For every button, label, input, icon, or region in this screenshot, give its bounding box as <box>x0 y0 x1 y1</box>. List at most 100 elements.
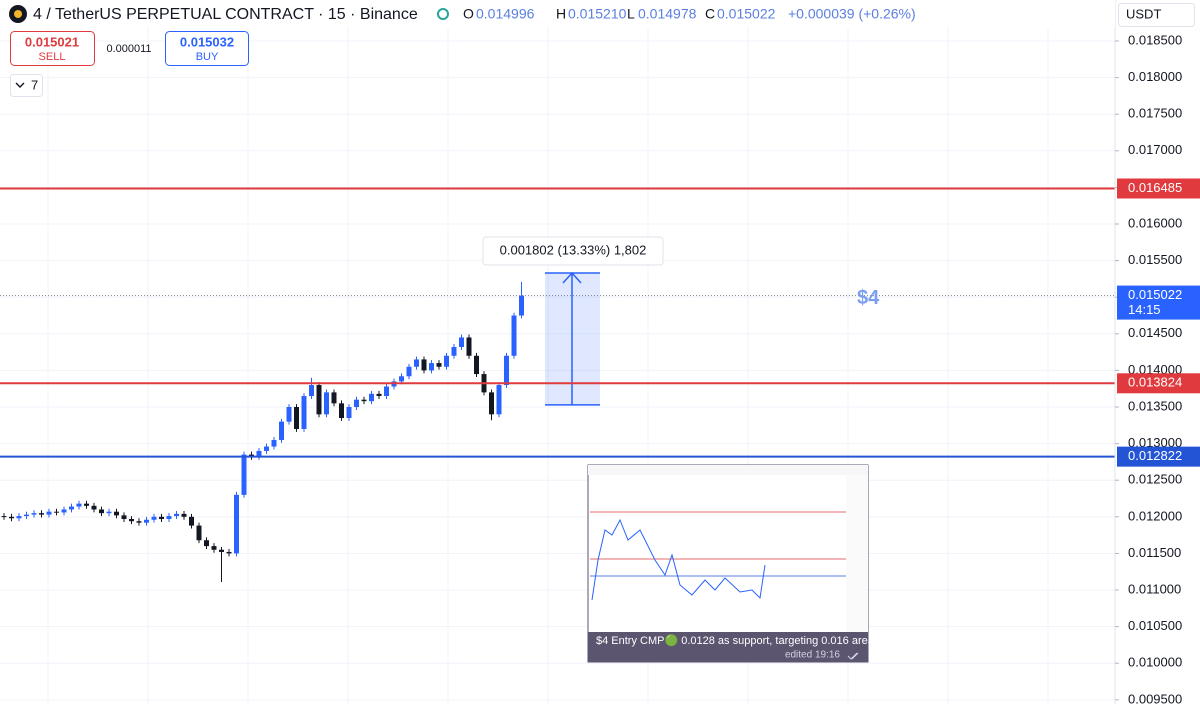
candle-body <box>174 513 179 517</box>
sell-button[interactable] <box>10 31 95 66</box>
candle-body <box>16 516 22 519</box>
candle-body <box>511 315 517 356</box>
vertical-grid <box>47 0 1049 704</box>
candle-body <box>91 505 97 510</box>
chevron <box>15 82 25 88</box>
candle-body <box>204 540 209 547</box>
candle-body <box>504 355 509 386</box>
spread: 0.000011 <box>106 43 151 55</box>
level-tag <box>1117 178 1200 199</box>
candle-body <box>256 450 262 457</box>
candle-body <box>46 511 52 515</box>
inset-axis <box>846 475 868 632</box>
symbol-title: 4 / TetherUS PERPETUAL CONTRACT · 15 · B… <box>33 6 418 23</box>
candle-body <box>436 363 442 367</box>
sell-label: SELL <box>39 51 66 63</box>
candle-body <box>459 337 464 347</box>
level-tag <box>1117 373 1200 394</box>
measure-label: 0.001802 (13.33%) 1,802 <box>500 242 647 257</box>
last-price-label: 0.015022 <box>1128 287 1182 302</box>
candle-body <box>1 516 7 518</box>
candle-body <box>294 407 299 429</box>
indicators-toggle[interactable] <box>10 74 43 97</box>
candle-body <box>421 359 427 371</box>
ohlc-change: +0.000039 (+0.26%) <box>788 6 916 22</box>
candle-body <box>219 549 224 552</box>
candle-body <box>429 363 434 371</box>
y-tick-label: 0.010000 <box>1128 655 1182 670</box>
candle-body <box>466 337 472 356</box>
candle-body <box>106 511 112 514</box>
candle-body <box>166 516 172 520</box>
plot: 0.001802 (13.33%) 1,802 $4 <box>0 187 1115 582</box>
candle-body <box>286 407 292 422</box>
candle-body <box>226 551 232 554</box>
candle-body <box>61 509 67 513</box>
candle-body <box>129 519 134 522</box>
candle-body <box>406 366 412 377</box>
inset-header <box>588 465 868 475</box>
candle-body <box>234 494 239 554</box>
candle-body <box>69 506 74 510</box>
market-status <box>437 8 449 20</box>
inset-price <box>591 518 766 601</box>
candle-body <box>24 514 29 517</box>
ohlc-value: 0.014996 <box>476 6 535 22</box>
candle-body <box>181 513 187 517</box>
candle-body <box>324 392 329 415</box>
sell-price: 0.015021 <box>25 34 79 49</box>
candle-body <box>384 386 389 397</box>
candle-body <box>346 407 352 418</box>
candle-body <box>519 295 524 316</box>
inset-caption-bg <box>588 632 868 662</box>
y-tick-label: 0.017500 <box>1128 106 1182 121</box>
candle-body <box>264 446 269 451</box>
y-tick-label: 0.013500 <box>1128 398 1182 413</box>
level-tag-label: 0.012822 <box>1128 448 1182 463</box>
candle-body <box>211 546 217 550</box>
ohlc-key: H <box>556 6 566 22</box>
y-tick-label: 0.012500 <box>1128 472 1182 487</box>
candle-body <box>114 511 119 516</box>
currency-button[interactable] <box>1118 3 1195 27</box>
candle-body <box>399 376 404 382</box>
candle-body <box>31 513 37 515</box>
ohlc-value: 0.014978 <box>638 6 697 22</box>
candle-body <box>414 359 419 367</box>
candle-body <box>151 516 157 520</box>
measure-label-bg <box>482 236 664 266</box>
candle-body <box>279 421 284 440</box>
buy-price: 0.015032 <box>180 34 234 49</box>
candle-body <box>121 515 127 520</box>
currency: USDT <box>1126 6 1161 21</box>
y-tick-label: 0.009500 <box>1128 691 1182 704</box>
ohlc-key: O <box>463 6 474 22</box>
buy-button[interactable] <box>165 31 249 66</box>
price-axis: 0.009500 0.010000 0.010500 0.011000 0.011500… <box>1115 32 1200 704</box>
candle-body <box>189 516 194 526</box>
indicators-count: 7 <box>31 77 38 92</box>
annotation: $4 <box>857 287 880 309</box>
level-tag-label: 0.016485 <box>1128 180 1182 195</box>
countdown: 14:15 <box>1128 302 1161 317</box>
ohlc-key: C <box>705 6 715 22</box>
candle-body <box>354 399 359 408</box>
y-tick-label: 0.018500 <box>1128 32 1182 47</box>
y-tick-label: 0.012000 <box>1128 508 1182 523</box>
y-tick-label: 0.010500 <box>1128 618 1182 633</box>
candle-body <box>316 385 322 415</box>
header-bg <box>0 0 1115 28</box>
candle-body <box>9 516 14 519</box>
candle-body <box>339 403 344 418</box>
y-tick-label: 0.011500 <box>1128 545 1181 560</box>
candle-body <box>144 519 149 523</box>
y-tick-label: 0.018000 <box>1128 69 1182 84</box>
symbol-logo-mark <box>14 10 22 18</box>
candle-body <box>159 516 164 520</box>
inset-edited: edited 19:16 <box>785 650 840 661</box>
inset-image: $4 Entry CMP🟢 0.0128 as support, targeti… <box>587 464 875 663</box>
candle-body <box>451 346 457 356</box>
candle-body <box>76 503 82 507</box>
